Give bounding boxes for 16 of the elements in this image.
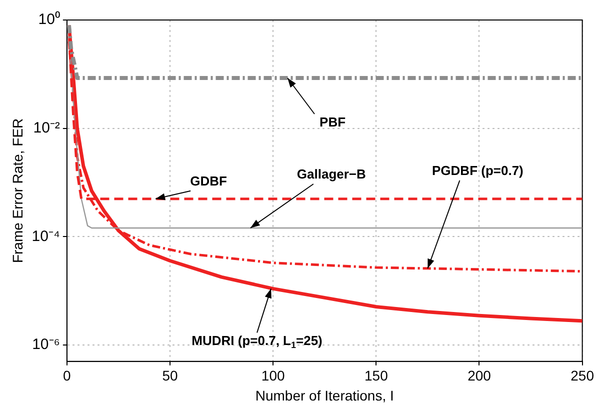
x-axis-title: Number of Iterations, I — [255, 387, 394, 404]
y-tick-label: 10⁻⁴ — [32, 228, 60, 245]
x-tick-label: 200 — [468, 368, 492, 384]
x-tick-label: 100 — [261, 368, 285, 384]
annotation: GDBF — [190, 173, 228, 188]
x-tick-label: 250 — [570, 368, 594, 384]
annotation: Gallager−B — [296, 166, 366, 182]
y-tick-label: 10⁻² — [33, 120, 60, 137]
annotation: PGDBF (p=0.7) — [432, 163, 524, 178]
x-tick-label: 50 — [162, 368, 178, 384]
y-axis-title: Frame Error Rate, FER — [9, 118, 26, 264]
y-tick-label: 10⁻⁶ — [32, 336, 60, 354]
annotation: PBF — [320, 114, 346, 130]
x-tick-label: 150 — [364, 368, 388, 384]
y-tick-label: 10⁰ — [38, 11, 60, 28]
x-tick-label: 0 — [63, 368, 72, 384]
